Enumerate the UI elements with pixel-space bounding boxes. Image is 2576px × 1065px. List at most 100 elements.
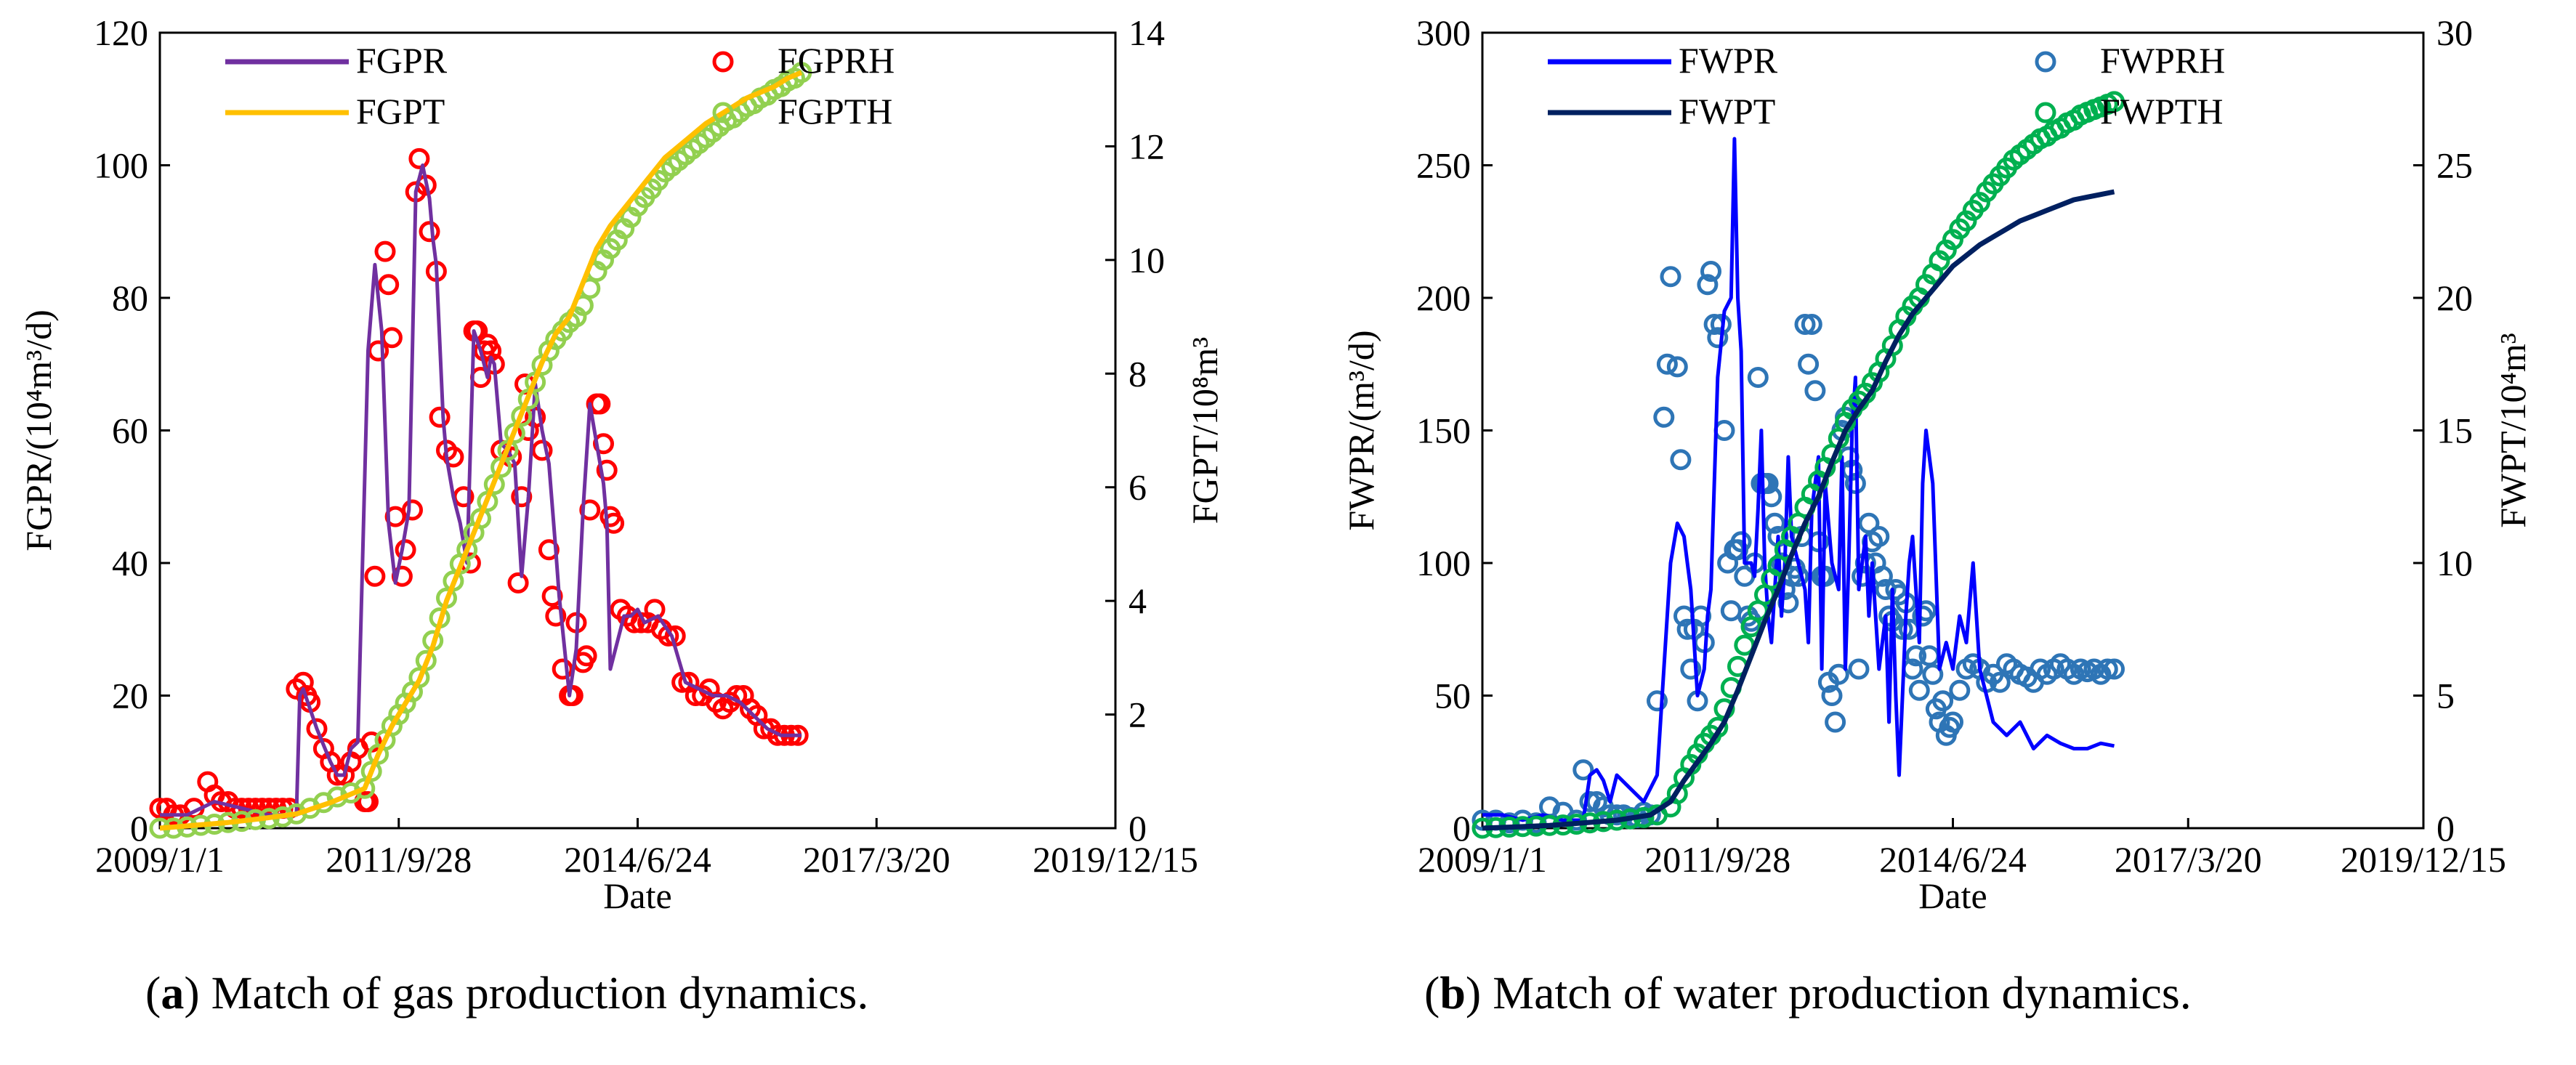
panel-a-marker-fgprh bbox=[402, 499, 423, 521]
panel-a-marker-fgprh bbox=[579, 499, 601, 521]
panel-b-marker-fwprh bbox=[1730, 531, 1752, 553]
panel-b-marker-fwprh bbox=[1868, 526, 1890, 547]
panel-a-marker-fgprh bbox=[541, 586, 563, 607]
panel-b-legend-item-fwpth: FWPTH bbox=[2035, 91, 2223, 131]
panel-b-x-tick-label: 2009/1/1 bbox=[1418, 839, 1547, 880]
panel-a-legend-item-fgprh: FGPRH bbox=[712, 40, 895, 81]
panel-a-marker-fgpth bbox=[456, 539, 478, 561]
panel-b-left-axis-label: FWPR/(m³/d) bbox=[1341, 330, 1381, 530]
panel-b-right-axis-label: FWPT/10⁴m³ bbox=[2492, 333, 2533, 528]
panel-b-marker-fwpth bbox=[2104, 91, 2125, 113]
panel-b-marker-fwprh bbox=[1666, 356, 1688, 378]
panel-b-plot-frame bbox=[1481, 31, 2425, 830]
panel-a-marker-fgprh bbox=[538, 539, 560, 561]
panel-b-legend-label: FWPRH bbox=[2100, 40, 2225, 81]
panel-b-marker-fwprh bbox=[1905, 645, 1927, 667]
panel-b-marker-fwprh bbox=[1572, 759, 1594, 781]
panel-a-marker-fgpth bbox=[354, 777, 376, 799]
panel-b-marker-fwprh bbox=[1764, 512, 1785, 534]
panel-b-marker-fwprh bbox=[1660, 266, 1681, 288]
panel-a-marker-fgprh bbox=[231, 798, 253, 819]
panel-b-right-tick-label: 25 bbox=[2436, 145, 2473, 186]
panel-b-marker-fwprh bbox=[1828, 663, 1849, 685]
panel-b-marker-fwprh bbox=[1908, 679, 1930, 701]
panel-a-x-tick-label: 2017/3/20 bbox=[803, 839, 950, 880]
panel-a-marker-fgprh bbox=[326, 764, 348, 786]
panel-b-legend-label: FWPR bbox=[1679, 40, 1778, 81]
panel-b-marker-fwprh bbox=[1720, 600, 1742, 622]
panel-a-chart: 0 20 40 60 80 100 120 0 2 4 6 8 10 12 14 2009/1/1 2011/9… bbox=[18, 12, 1225, 916]
panel-b-marker-fwprh bbox=[1798, 353, 1820, 375]
panel-a-marker-fgprh bbox=[545, 605, 567, 627]
panel-a-marker-fgprh bbox=[603, 512, 625, 534]
panel-a-series-fgpr bbox=[160, 163, 802, 817]
panel-a-marker-fgprh bbox=[429, 406, 451, 428]
panel-a-right-tick-label: 12 bbox=[1128, 126, 1165, 166]
panel-b-x-tick-label: 2011/9/28 bbox=[1644, 839, 1790, 880]
panel-b-left-tick-label: 200 bbox=[1416, 278, 1471, 318]
panel-a-marker-fgprh bbox=[358, 791, 379, 812]
panel-a-right-tick-label: 6 bbox=[1128, 467, 1147, 508]
panel-b-series-fwpr bbox=[1482, 137, 2115, 822]
panel-b-marker-fwprh bbox=[1932, 690, 1954, 712]
panel-b-legend-label: FWPTH bbox=[2100, 91, 2223, 131]
panel-a-marker-fgprh bbox=[507, 572, 529, 594]
panel-b-marker-fwprh bbox=[1848, 658, 1870, 680]
panel-b-legend-item-fwprh: FWPRH bbox=[2035, 40, 2225, 81]
panel-b-marker-fwprh bbox=[1794, 314, 1816, 335]
panel-b-right-tick-label: 30 bbox=[2436, 12, 2473, 53]
panel-a-marker-fgprh bbox=[593, 433, 614, 455]
panel-a-marker-fgprh bbox=[378, 274, 400, 296]
panel-a-marker-fgprh bbox=[381, 327, 403, 349]
panel-b-marker-fwprh bbox=[1680, 658, 1702, 680]
panel-a-x-tick-label: 2009/1/1 bbox=[95, 839, 225, 880]
panel-a-marker-fgprh bbox=[596, 459, 618, 481]
panel-b-marker-fwprh bbox=[2104, 658, 2125, 680]
panel-b-right-tick-label: 20 bbox=[2436, 278, 2473, 318]
panel-b-marker-fwprh bbox=[1647, 690, 1668, 712]
panel-a-x-tick-label: 2019/12/15 bbox=[1033, 839, 1198, 880]
panel-b-left-tick-label: 0 bbox=[1453, 808, 1471, 849]
panel-a-marker-fgprh bbox=[552, 658, 573, 680]
panel-b-marker-fwprh bbox=[1989, 671, 2011, 693]
panel-b-marker-fwprh bbox=[1700, 261, 1721, 282]
panel-b-legend-item-fwpt: FWPT bbox=[1548, 91, 1775, 131]
panel-a-marker-fgprh bbox=[364, 565, 386, 587]
panel-b-right-tick-label: 15 bbox=[2436, 410, 2473, 451]
panel-b-legend-label: FWPT bbox=[1679, 91, 1775, 131]
panel-b-marker-fwprh bbox=[1821, 685, 1843, 706]
panel-a-legend-label: FGPT bbox=[356, 91, 445, 131]
panel-b-line-fwpt bbox=[1482, 189, 2115, 831]
panel-b-left-tick-label: 100 bbox=[1416, 543, 1471, 583]
panel-a-right-tick-label: 0 bbox=[1128, 808, 1147, 849]
panel-b-series-fwprh bbox=[1471, 261, 2125, 834]
panel-a-marker-fgprh bbox=[306, 718, 328, 740]
panel-a-legend-item-fgpr: FGPR bbox=[225, 40, 448, 81]
panel-b-x-tick-label: 2014/6/24 bbox=[1879, 839, 2027, 880]
panel-b-right-tick-label: 0 bbox=[2436, 808, 2455, 849]
panel-a-left-tick-label: 60 bbox=[112, 410, 148, 451]
panel-a-right-axis-label: FGPT/10⁸m³ bbox=[1184, 337, 1225, 524]
panel-b-chart: 0 50 100 150 200 250 300 0 5 10 15 20 25 30 2009/1/1 20… bbox=[1341, 12, 2533, 916]
panel-b-marker-fwprh bbox=[1676, 618, 1698, 640]
panel-b-marker-fwprh bbox=[1922, 663, 1944, 685]
panel-a-right-tick-label: 10 bbox=[1128, 240, 1165, 280]
panel-b-right-tick-label: 5 bbox=[2436, 676, 2455, 716]
panel-b-marker-fwprh bbox=[1707, 327, 1729, 349]
panel-a-marker-fgprh bbox=[443, 446, 464, 468]
panel-b-marker-fwprh bbox=[1697, 274, 1719, 296]
panel-a-series-fgpth bbox=[149, 62, 812, 839]
panel-a-legend-label: FGPTH bbox=[778, 91, 892, 131]
panel-a-marker-fgprh bbox=[576, 645, 597, 667]
panel-a-legend-item-fgpth: FGPTH bbox=[712, 91, 892, 131]
panel-a-left-tick-label: 0 bbox=[130, 808, 148, 849]
panel-a-left-tick-label: 100 bbox=[94, 145, 148, 186]
panel-a-left-tick-label: 80 bbox=[112, 278, 148, 318]
panel-a-marker-fgpth bbox=[408, 667, 430, 689]
panel-a-series-fgpt bbox=[159, 70, 803, 831]
panel-b-legend-swatch bbox=[2035, 51, 2056, 73]
panel-b-marker-fwprh bbox=[1801, 314, 1822, 335]
panel-b-line-fwpr bbox=[1482, 137, 2115, 822]
panel-a-left-tick-label: 20 bbox=[112, 676, 148, 716]
